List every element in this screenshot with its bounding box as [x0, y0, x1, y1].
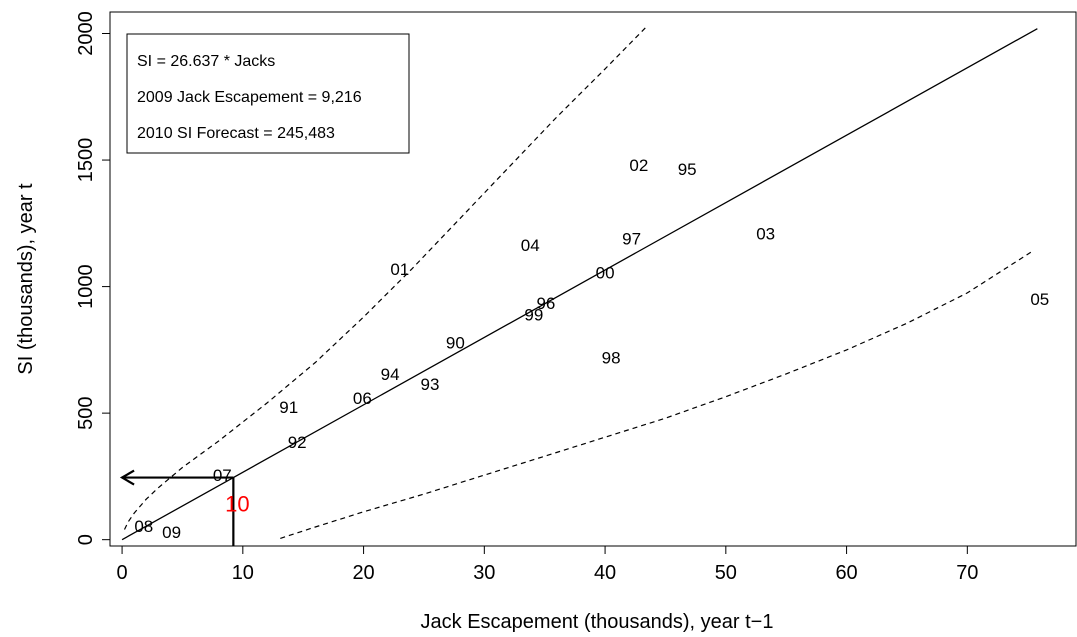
x-axis-label: Jack Escapement (thousands), year t−1	[421, 611, 774, 633]
point-label: 95	[678, 160, 697, 179]
x-tick-label: 70	[956, 562, 978, 584]
x-tick-label: 10	[232, 562, 254, 584]
y-axis: 0 500 1000 1500 2000	[75, 11, 111, 545]
legend-line-equation: SI = 26.637 * Jacks	[137, 53, 275, 70]
y-tick-label: 1500	[75, 138, 97, 183]
x-tick-label: 0	[117, 562, 128, 584]
y-axis-label: SI (thousands), year t	[15, 183, 37, 375]
y-tick-label: 500	[75, 396, 97, 429]
point-label: 05	[1030, 290, 1049, 309]
point-label: 09	[162, 523, 181, 542]
point-label: 99	[524, 305, 543, 324]
fit-lines	[119, 25, 1038, 546]
point-label: 93	[421, 375, 440, 394]
x-tick-label: 50	[715, 562, 737, 584]
point-label: 08	[134, 517, 153, 536]
legend-line-escapement: 2009 Jack Escapement = 9,216	[137, 89, 362, 106]
x-tick-label: 60	[835, 562, 857, 584]
point-label: 03	[756, 224, 775, 243]
forecast-point-label: 10	[225, 492, 249, 517]
x-tick-label: 30	[473, 562, 495, 584]
point-label: 90	[446, 333, 465, 352]
legend-frame	[126, 33, 410, 154]
regression-line	[121, 28, 1038, 541]
lower-bound-line	[280, 250, 1033, 539]
point-label: 01	[390, 260, 409, 279]
x-axis: 0 10 20 30 40 50 60 70	[117, 545, 978, 584]
point-label: 94	[381, 365, 400, 384]
upper-bound-line	[123, 25, 648, 530]
point-label: 97	[622, 230, 641, 249]
forecast-arrow-head	[119, 469, 135, 486]
point-label: 00	[596, 264, 615, 283]
y-tick-label: 1000	[75, 264, 97, 309]
point-label: 91	[279, 398, 298, 417]
point-label: 06	[353, 389, 372, 408]
point-label: 92	[288, 433, 307, 452]
legend-line-forecast: 2010 SI Forecast = 245,483	[137, 125, 335, 142]
point-label: 04	[521, 236, 540, 255]
y-tick-label: 0	[75, 534, 97, 545]
point-label: 07	[213, 466, 232, 485]
y-tick-label: 2000	[75, 11, 97, 56]
legend-box: SI = 26.637 * Jacks 2009 Jack Escapement…	[126, 33, 410, 154]
point-label: 98	[602, 348, 621, 367]
x-tick-label: 20	[352, 562, 374, 584]
point-label: 02	[629, 156, 648, 175]
point-label: 96	[536, 294, 555, 313]
x-tick-label: 40	[594, 562, 616, 584]
